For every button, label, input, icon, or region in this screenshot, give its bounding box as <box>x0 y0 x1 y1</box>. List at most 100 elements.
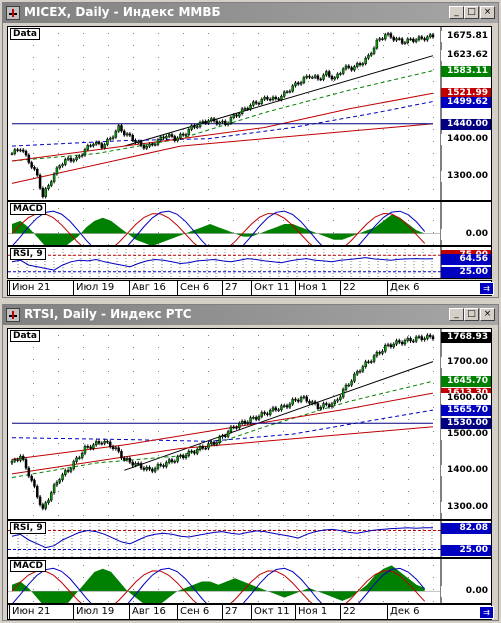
price-panel[interactable]: Data 1768.931700.001645.701613.301600.00… <box>7 328 492 520</box>
close-button[interactable]: × <box>480 6 495 19</box>
price-panel[interactable]: Data 1675.81 1623.62 1583.11 1521.99 1499.62… <box>7 26 492 201</box>
grid-dot <box>158 177 159 178</box>
grid-dot <box>233 232 234 233</box>
candle-body <box>134 463 137 466</box>
x-axis: Июн 21 Июл 19 Авг 16 Сен 6 27 Окт 11 Ноя 1 22 Де… <box>7 604 492 620</box>
rsi-panel[interactable]: RSI, 9 82.08 25.00 <box>7 520 492 558</box>
grid-dot <box>383 419 384 420</box>
candle-body <box>184 134 188 136</box>
grid-dot <box>333 359 334 360</box>
grid-dot <box>83 565 84 566</box>
overlay-ma_fast <box>11 70 434 162</box>
grid-dot <box>208 515 209 516</box>
candle-body <box>339 73 342 75</box>
grid-dot <box>108 177 109 178</box>
candle-body <box>100 143 104 149</box>
grid-dot <box>83 577 84 578</box>
candle-body <box>398 38 401 40</box>
candle-body <box>165 136 168 139</box>
grid-dot <box>33 467 34 468</box>
grid-dot <box>108 33 109 34</box>
candle-body <box>358 63 362 66</box>
window-titlebar[interactable]: MICEX, Daily - Индекс ММВБ _ □ × <box>3 3 498 23</box>
grid-dot <box>258 189 259 190</box>
grid-dot <box>433 93 434 94</box>
grid-dot <box>358 503 359 504</box>
grid-dot <box>408 395 409 396</box>
candle-body <box>414 336 418 342</box>
candle-body <box>260 98 264 104</box>
scroll-right-icon[interactable]: ⇉ <box>479 606 494 619</box>
grid-dot <box>333 347 334 348</box>
grid-dot <box>183 129 184 130</box>
candle-body <box>350 380 353 386</box>
grid-dot <box>383 479 384 480</box>
grid-dot <box>208 371 209 372</box>
candle-body <box>426 36 429 41</box>
candle-body <box>198 446 202 450</box>
grid-dot <box>208 208 209 209</box>
grid-dot <box>283 515 284 516</box>
candle-body <box>86 446 90 448</box>
grid-dot <box>308 208 309 209</box>
candle-body <box>212 118 216 122</box>
grid-dot <box>133 407 134 408</box>
candle-body <box>330 76 334 80</box>
grid-dot <box>33 359 34 360</box>
grid-dot <box>33 371 34 372</box>
grid-dot <box>433 467 434 468</box>
grid-dot <box>158 565 159 566</box>
candle-body <box>355 63 359 67</box>
grid-dot <box>408 244 409 245</box>
candle-body <box>33 480 36 487</box>
candle-body <box>38 174 42 189</box>
candle-body <box>431 336 435 340</box>
grid-dot <box>158 165 159 166</box>
grid-dot <box>158 189 159 190</box>
grid-dot <box>208 503 209 504</box>
scroll-right-icon[interactable]: ⇉ <box>479 282 494 295</box>
grid-dot <box>133 431 134 432</box>
grid-dot <box>433 232 434 233</box>
minimize-button[interactable]: _ <box>449 6 464 19</box>
overlay-trend <box>124 361 434 471</box>
grid-dot <box>333 565 334 566</box>
grid-dot <box>83 443 84 444</box>
candle-body <box>10 153 14 155</box>
value-tag: 0.00 <box>441 228 491 240</box>
macd-panel[interactable]: MACD 0.00 <box>7 201 492 246</box>
grid-dot <box>108 601 109 602</box>
x-tick-label: Дек 6 <box>390 282 420 293</box>
grid-dot <box>283 153 284 154</box>
grid-dot <box>358 57 359 58</box>
grid-dot <box>83 479 84 480</box>
close-button[interactable]: × <box>480 308 495 321</box>
grid-dot <box>58 117 59 118</box>
grid-dot <box>108 93 109 94</box>
candle-body <box>75 156 78 161</box>
grid-dot <box>108 419 109 420</box>
grid-dot <box>408 105 409 106</box>
grid-dot <box>133 105 134 106</box>
overlay-support <box>11 123 434 184</box>
candle-body <box>190 125 193 130</box>
candle-body <box>263 412 266 414</box>
grid-dot <box>383 565 384 566</box>
grid-dot <box>333 220 334 221</box>
grid-dot <box>308 395 309 396</box>
minimize-button[interactable]: _ <box>449 308 464 321</box>
maximize-button[interactable]: □ <box>464 6 479 19</box>
grid-dot <box>233 515 234 516</box>
candle-body <box>58 165 61 169</box>
grid-dot <box>308 141 309 142</box>
value-tag: 1500.00 <box>441 429 491 441</box>
grid-dot <box>208 93 209 94</box>
window-titlebar[interactable]: RTSI, Daily - Индекс РТС _ □ × <box>3 305 498 325</box>
grid-dot <box>358 208 359 209</box>
maximize-button[interactable]: □ <box>464 308 479 321</box>
candle-body <box>193 451 196 454</box>
macd-panel[interactable]: MACD 0.00 <box>7 558 492 604</box>
candle-body <box>204 447 207 450</box>
grid-dot <box>433 165 434 166</box>
